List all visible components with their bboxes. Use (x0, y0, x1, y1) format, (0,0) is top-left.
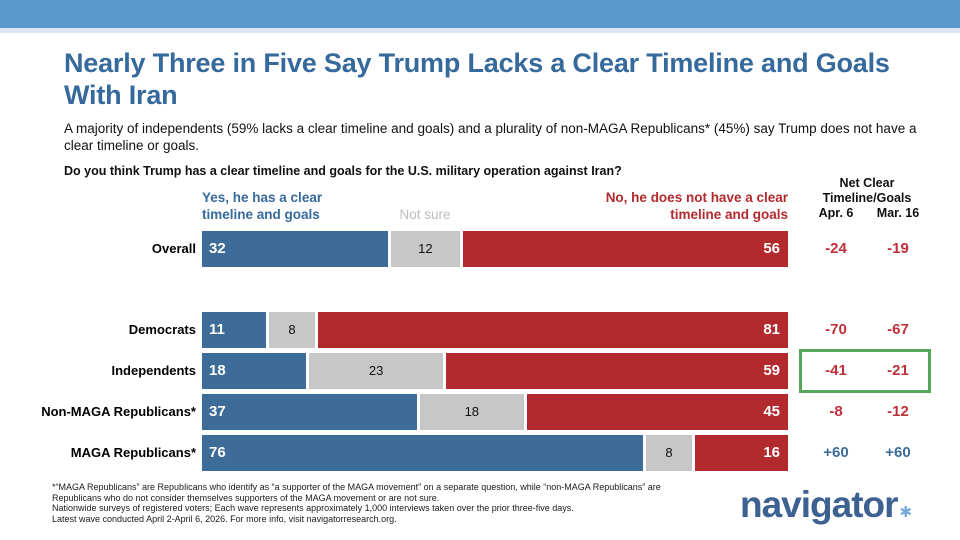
legend-not-sure: Not sure (399, 207, 451, 222)
segment-yes: 32 (202, 231, 388, 267)
bar-row: 11 8 81 (202, 312, 788, 348)
bar-row: 18 23 59 (202, 353, 788, 389)
bar-row: 32 12 56 (202, 231, 788, 267)
segment-value: 59 (763, 362, 780, 379)
net-value-apr6: -8 (829, 403, 843, 420)
net-value-mar16: +60 (885, 444, 911, 461)
navigator-logo: navigator ✱ (740, 484, 920, 526)
segment-not-sure: 8 (645, 435, 693, 471)
row-label: Overall (151, 241, 196, 256)
segment-no: 45 (527, 394, 788, 430)
segment-yes: 37 (202, 394, 417, 430)
page-title-line1: Nearly Three in Five Say Trump Lacks a C… (64, 48, 890, 78)
legend-no: No, he does not have a clear timeline an… (605, 190, 788, 222)
segment-yes: 11 (202, 312, 266, 348)
legend-yes: Yes, he has a clear timeline and goals (202, 190, 323, 222)
segment-no: 16 (695, 435, 788, 471)
segment-value: 23 (368, 363, 384, 378)
survey-question: Do you think Trump has a clear timeline … (64, 164, 622, 178)
row-label: Independents (111, 363, 196, 378)
segment-value: 8 (288, 322, 296, 337)
net-value-apr6: -41 (825, 362, 847, 379)
segment-no: 56 (463, 231, 788, 267)
net-col-mar16: Mar. 16 (876, 206, 920, 220)
net-value-mar16: -12 (887, 403, 909, 420)
segment-value: 56 (763, 240, 780, 257)
segment-no: 59 (445, 353, 788, 389)
segment-not-sure: 8 (268, 312, 316, 348)
segment-value: 76 (209, 444, 226, 461)
net-value-mar16: -19 (887, 240, 909, 257)
segment-not-sure: 18 (419, 394, 524, 430)
net-value-apr6: -70 (825, 321, 847, 338)
page-title-line2: With Iran (64, 79, 178, 110)
segment-value: 37 (209, 403, 226, 420)
segment-value: 11 (209, 321, 225, 338)
segment-not-sure: 23 (309, 353, 443, 389)
row-label: Democrats (128, 322, 196, 337)
row-label: Non-MAGA Republicans* (41, 404, 196, 419)
bar-row: 37 18 45 (202, 394, 788, 430)
segment-value: 12 (418, 241, 433, 256)
footnote-line: Nationwide surveys of registered voters;… (52, 503, 574, 514)
net-header: Net Clear Timeline/Goals (822, 176, 912, 205)
segment-yes: 18 (202, 353, 307, 389)
navigator-logo-text: navigator (740, 484, 899, 525)
top-banner (0, 0, 960, 28)
row-label: MAGA Republicans* (70, 445, 196, 460)
subtitle: A majority of independents (59% lacks a … (64, 121, 917, 154)
segment-value: 8 (665, 445, 673, 460)
segment-value: 18 (464, 404, 480, 419)
segment-yes: 76 (202, 435, 643, 471)
bar-row: 76 8 16 (202, 435, 788, 471)
navigator-logo-asterisk-icon: ✱ (899, 504, 913, 521)
segment-value: 45 (763, 403, 780, 420)
page-title: Nearly Three in Five Say Trump Lacks a C… (64, 48, 934, 112)
segment-not-sure: 12 (390, 231, 461, 267)
segment-no: 81 (318, 312, 788, 348)
highlight-box (799, 349, 931, 393)
segment-value: 18 (209, 362, 226, 379)
net-value-apr6: -24 (825, 240, 847, 257)
footnote-line: *“MAGA Republicans” are Republicans who … (52, 482, 661, 492)
footnote-line: Republicans who do not consider themselv… (52, 492, 440, 503)
segment-value: 81 (763, 321, 780, 338)
segment-value: 16 (763, 444, 780, 461)
net-col-apr6: Apr. 6 (818, 206, 854, 220)
footnote-line: Latest wave conducted April 2-April 6, 2… (52, 513, 397, 524)
top-banner-strip (0, 28, 960, 33)
net-value-mar16: -21 (887, 362, 909, 379)
footnote: *“MAGA Republicans” are Republicans who … (52, 482, 752, 524)
net-value-mar16: -67 (887, 321, 909, 338)
segment-value: 32 (209, 240, 226, 257)
net-value-apr6: +60 (823, 444, 849, 461)
